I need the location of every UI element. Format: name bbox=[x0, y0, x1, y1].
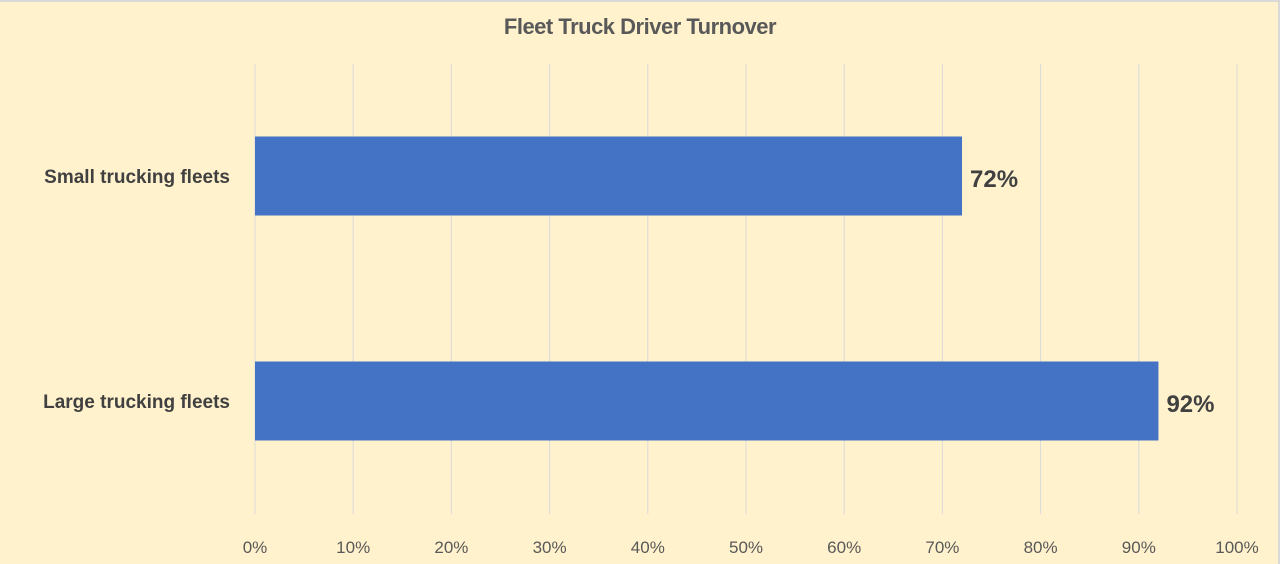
x-tick-label: 80% bbox=[1024, 538, 1058, 557]
chart-title: Fleet Truck Driver Turnover bbox=[503, 14, 777, 39]
x-tick-label: 60% bbox=[827, 538, 861, 557]
category-label: Large trucking fleets bbox=[43, 392, 230, 413]
bar-small-fleets bbox=[255, 136, 963, 216]
bar-large-fleets bbox=[255, 361, 1159, 441]
x-tick-label: 70% bbox=[925, 538, 959, 557]
x-tick-label: 20% bbox=[434, 538, 468, 557]
x-tick-label: 50% bbox=[729, 538, 763, 557]
x-tick-label: 30% bbox=[533, 538, 567, 557]
x-tick-label: 0% bbox=[243, 538, 268, 557]
x-tick-label: 100% bbox=[1215, 538, 1258, 557]
x-tick-label: 90% bbox=[1122, 538, 1156, 557]
data-label: 92% bbox=[1166, 391, 1214, 418]
x-tick-label: 40% bbox=[631, 538, 665, 557]
category-label: Small trucking fleets bbox=[44, 167, 230, 188]
data-label: 72% bbox=[970, 166, 1018, 193]
x-tick-label: 10% bbox=[336, 538, 370, 557]
